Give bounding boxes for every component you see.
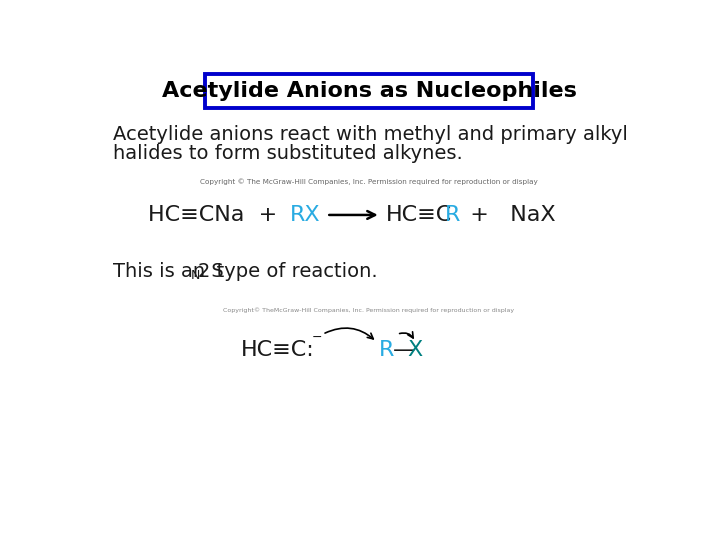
Text: This is an S: This is an S [113, 262, 224, 281]
Text: Acetylide Anions as Nucleophiles: Acetylide Anions as Nucleophiles [161, 81, 577, 101]
Text: Acetylide anions react with methyl and primary alkyl: Acetylide anions react with methyl and p… [113, 125, 628, 144]
Text: Copyright© TheMcGraw-Hill Companies, Inc. Permission required for reproduction o: Copyright© TheMcGraw-Hill Companies, Inc… [223, 307, 515, 313]
Text: HC≡C: HC≡C [386, 205, 452, 225]
Text: halides to form substituted alkynes.: halides to form substituted alkynes. [113, 144, 463, 163]
Text: —: — [393, 340, 415, 360]
Text: N: N [191, 268, 200, 281]
Text: 2 type of reaction.: 2 type of reaction. [199, 262, 378, 281]
Text: X: X [408, 340, 423, 360]
Text: HC≡C:: HC≡C: [241, 340, 315, 360]
Text: −: − [312, 331, 322, 344]
Text: Copyright © The McGraw-Hill Companies, Inc. Permission required for reproduction: Copyright © The McGraw-Hill Companies, I… [200, 179, 538, 185]
Text: HC≡CNa  +: HC≡CNa + [148, 205, 277, 225]
Text: +   NaX: + NaX [456, 205, 555, 225]
FancyBboxPatch shape [204, 74, 534, 108]
Text: R: R [379, 340, 395, 360]
Text: RX: RX [290, 205, 320, 225]
Text: R: R [445, 205, 460, 225]
